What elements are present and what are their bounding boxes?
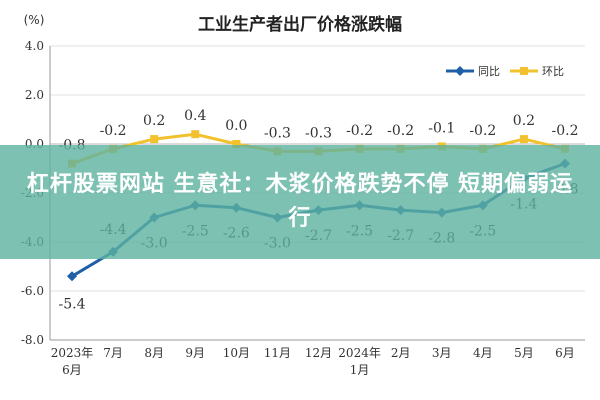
- data-point-yoy: [67, 271, 77, 282]
- data-label-yoy: -5.4: [59, 296, 86, 312]
- data-label-mom: -0.3: [305, 125, 332, 141]
- data-point-mom: [150, 135, 159, 144]
- y-tick-label: -6.0: [21, 284, 44, 298]
- legend-marker-mom: [520, 67, 528, 75]
- data-label-mom: -0.2: [346, 123, 373, 139]
- y-axis-label: (%): [24, 13, 45, 27]
- y-tick-label: 4.0: [25, 39, 44, 53]
- x-tick-label: 2月: [391, 346, 411, 360]
- data-label-mom: 0.4: [184, 108, 206, 124]
- x-tick-label: 2023年: [51, 346, 94, 360]
- data-point-mom: [191, 130, 200, 139]
- x-tick-label: 10月: [223, 346, 250, 360]
- y-tick-label: 2.0: [25, 88, 44, 102]
- data-label-mom: -0.2: [100, 123, 127, 139]
- x-tick-label: 2024年: [338, 346, 381, 360]
- banner-text: 杠杆股票网站 生意社：木浆价格跌势不停 短期偏弱运行: [26, 172, 574, 231]
- x-tick-label: 5月: [514, 346, 534, 360]
- data-label-mom: -0.3: [264, 125, 291, 141]
- data-point-mom: [232, 140, 241, 148]
- data-label-mom: -0.1: [428, 120, 455, 136]
- overlay-banner: 杠杆股票网站 生意社：木浆价格跌势不停 短期偏弱运行: [0, 145, 600, 259]
- x-tick-label: 1月: [350, 363, 370, 377]
- data-label-mom: -0.2: [387, 123, 414, 139]
- x-tick-label: 7月: [103, 346, 123, 360]
- data-label-mom: 0.0: [225, 118, 247, 134]
- x-tick-label: 3月: [432, 346, 452, 360]
- x-tick-label: 9月: [185, 346, 205, 360]
- x-tick-label: 8月: [144, 346, 164, 360]
- x-tick-label: 4月: [473, 346, 493, 360]
- x-tick-label: 6月: [62, 363, 82, 377]
- data-label-mom: 0.2: [513, 113, 535, 129]
- legend-label-mom: 环比: [542, 65, 564, 78]
- data-label-mom: -0.2: [552, 123, 579, 139]
- x-tick-label: 11月: [264, 346, 291, 360]
- y-tick-label: -8.0: [21, 333, 44, 347]
- x-tick-label: 6月: [555, 346, 575, 360]
- legend-label-yoy: 同比: [478, 65, 500, 78]
- data-label-mom: -0.2: [469, 123, 496, 139]
- legend-marker-yoy: [455, 66, 465, 76]
- data-point-mom: [519, 135, 528, 144]
- data-label-mom: 0.2: [143, 113, 165, 129]
- chart-title: 工业生产者出厂价格涨跌幅: [198, 14, 402, 35]
- x-tick-label: 12月: [305, 346, 332, 360]
